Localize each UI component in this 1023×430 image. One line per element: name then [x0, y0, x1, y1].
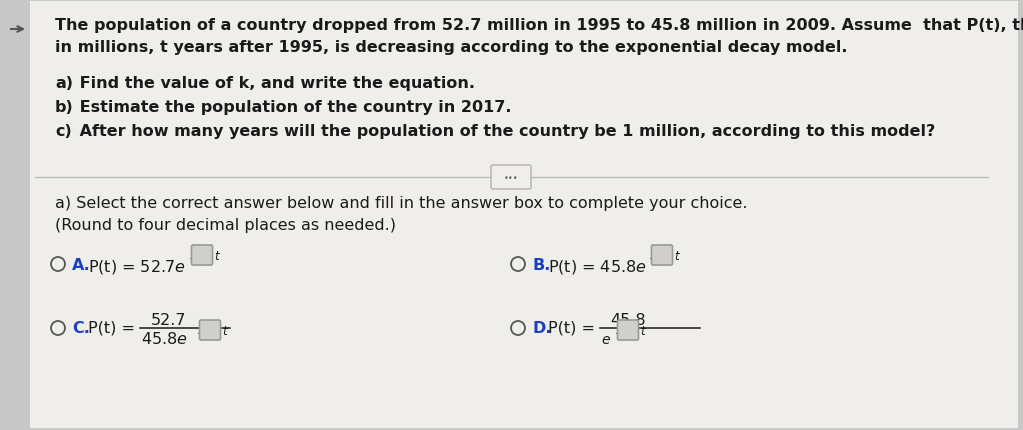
Text: A.: A.	[72, 258, 91, 272]
FancyBboxPatch shape	[191, 246, 213, 265]
Text: •••: •••	[503, 174, 519, 183]
Text: After how many years will the population of the country be 1 million, according : After how many years will the population…	[74, 124, 935, 139]
Text: $-$: $-$	[648, 249, 659, 262]
Text: b): b)	[55, 100, 74, 115]
Text: P(t) = 45.8$e$: P(t) = 45.8$e$	[548, 258, 647, 275]
Text: B.: B.	[532, 258, 550, 272]
Text: Find the value of k, and write the equation.: Find the value of k, and write the equat…	[74, 76, 475, 91]
Text: $-$: $-$	[196, 324, 207, 337]
Text: $t$: $t$	[640, 324, 647, 337]
FancyBboxPatch shape	[199, 320, 221, 340]
Text: $t$: $t$	[222, 324, 229, 337]
Text: The population of a country dropped from 52.7 million in 1995 to 45.8 million in: The population of a country dropped from…	[55, 18, 1023, 33]
FancyBboxPatch shape	[652, 246, 672, 265]
Text: $t$: $t$	[674, 249, 681, 262]
Text: in millions, t years after 1995, is decreasing according to the exponential deca: in millions, t years after 1995, is decr…	[55, 40, 847, 55]
Text: a) Select the correct answer below and fill in the answer box to complete your c: a) Select the correct answer below and f…	[55, 196, 748, 211]
FancyBboxPatch shape	[618, 320, 638, 340]
Text: Estimate the population of the country in 2017.: Estimate the population of the country i…	[74, 100, 512, 115]
Text: D.: D.	[532, 320, 551, 335]
Text: P(t) =: P(t) =	[548, 320, 595, 335]
Text: 52.7: 52.7	[150, 312, 186, 327]
Text: C.: C.	[72, 320, 90, 335]
Text: 45.8: 45.8	[610, 312, 646, 327]
Text: P(t) =: P(t) =	[88, 320, 135, 335]
Text: c): c)	[55, 124, 72, 139]
Text: $e$: $e$	[601, 332, 611, 346]
FancyBboxPatch shape	[30, 2, 1018, 428]
Text: $t$: $t$	[214, 249, 221, 262]
FancyBboxPatch shape	[491, 166, 531, 190]
Text: (Round to four decimal places as needed.): (Round to four decimal places as needed.…	[55, 218, 396, 233]
Text: $-$: $-$	[188, 249, 198, 262]
Text: a): a)	[55, 76, 73, 91]
Text: P(t) = 52.7$e$: P(t) = 52.7$e$	[88, 258, 185, 275]
Text: 45.8$e$: 45.8$e$	[141, 330, 187, 346]
Text: $-$: $-$	[614, 324, 625, 337]
